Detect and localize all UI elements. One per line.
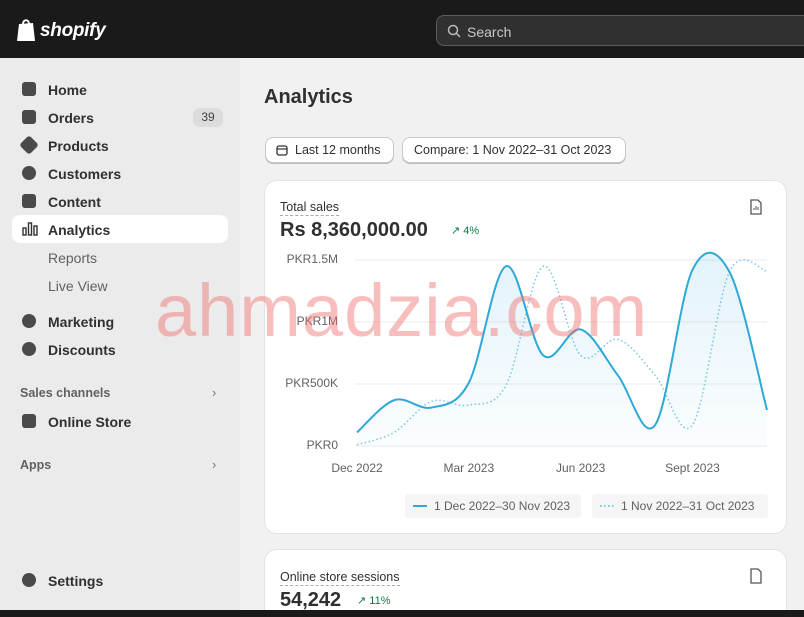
analytics-icon xyxy=(22,222,38,236)
button-label: Last 12 months xyxy=(295,143,381,157)
change-value: 11% xyxy=(369,595,391,607)
search-placeholder: Search xyxy=(467,24,512,40)
sessions-card: Online store sessions 54,242 ↗ 11% xyxy=(265,550,786,617)
calendar-icon xyxy=(276,145,288,156)
top-bar: shopify Search xyxy=(0,0,804,58)
sidebar xyxy=(0,58,240,610)
settings-icon xyxy=(22,573,36,587)
legend-box xyxy=(592,494,768,518)
nav-item[interactable]: Analytics xyxy=(48,222,111,238)
legend-label: 1 Nov 2022–31 Oct 2023 xyxy=(621,499,755,513)
legend-box xyxy=(405,494,581,518)
page-title: Analytics xyxy=(264,86,353,108)
home-icon xyxy=(22,82,36,96)
nav-item[interactable]: Customers xyxy=(48,166,122,182)
customers-icon xyxy=(22,166,36,180)
nav-subitem[interactable]: Reports xyxy=(48,250,98,266)
card-label: Online store sessions xyxy=(280,570,400,586)
logo-icon xyxy=(17,19,35,41)
line xyxy=(356,251,768,434)
nav-item[interactable]: Settings xyxy=(48,573,104,589)
logo[interactable]: shopify xyxy=(40,20,106,41)
compare-button[interactable]: Compare: 1 Nov 2022–31 Oct 2023 xyxy=(402,137,626,163)
chevron: › xyxy=(212,385,217,400)
x-tick-label: Mar 2023 xyxy=(443,461,494,475)
line xyxy=(356,259,768,446)
nav-item[interactable]: Online Store xyxy=(48,414,132,430)
search-icon xyxy=(447,24,461,38)
taskbar xyxy=(0,610,804,617)
report-icon[interactable] xyxy=(749,568,763,584)
nav-item[interactable]: Home xyxy=(48,82,87,98)
y-tick-label: PKR1.5M xyxy=(287,252,338,266)
nav-subitem[interactable]: Live View xyxy=(48,278,108,294)
nav-item[interactable]: Orders xyxy=(48,110,94,126)
sales-card: Total sales Rs 8,360,000.00 ↗ 4% PKR0 PKR… xyxy=(265,181,786,533)
card-value: Rs 8,360,000.00 xyxy=(280,219,428,241)
card-value: 54,242 xyxy=(280,589,342,611)
area xyxy=(357,252,767,446)
selected-item xyxy=(12,215,228,243)
section-header[interactable]: Apps xyxy=(20,458,52,472)
nav-item[interactable]: Discounts xyxy=(48,342,116,358)
y-tick-label: PKR500K xyxy=(285,376,338,390)
y-tick-label: PKR0 xyxy=(307,438,339,452)
x-tick-label: Sept 2023 xyxy=(665,461,720,475)
range-button[interactable]: Last 12 months xyxy=(265,137,394,163)
nav-item[interactable]: Products xyxy=(48,138,109,154)
x-tick-label: Dec 2022 xyxy=(331,461,383,475)
change: ↗ 11% xyxy=(357,595,391,607)
discounts-icon xyxy=(22,342,36,356)
y-tick-label: PKR1M xyxy=(297,314,338,328)
chart: PKR0 PKR500K PKR1M PKR1.5M Dec 2022 Mar 2023 J… xyxy=(285,251,768,518)
content-icon xyxy=(22,194,36,208)
button-label: Compare: 1 Nov 2022–31 Oct 2023 xyxy=(414,143,612,157)
search-box[interactable]: Search xyxy=(436,15,804,46)
report-icon[interactable] xyxy=(749,199,763,215)
x-tick-label: Jun 2023 xyxy=(556,461,606,475)
orders-icon xyxy=(22,110,36,124)
section-header[interactable]: Sales channels xyxy=(20,386,111,400)
change: ↗ 4% xyxy=(451,225,480,237)
nav-item[interactable]: Content xyxy=(48,194,101,210)
marketing-icon xyxy=(22,314,36,328)
nav-item[interactable]: Marketing xyxy=(48,314,115,330)
legend-label: 1 Dec 2022–30 Nov 2023 xyxy=(434,499,570,513)
store-icon xyxy=(22,414,36,428)
chevron: › xyxy=(212,457,217,472)
card-label: Total sales xyxy=(280,200,340,216)
badge: 39 xyxy=(193,108,223,127)
change-value: 4% xyxy=(463,225,480,237)
